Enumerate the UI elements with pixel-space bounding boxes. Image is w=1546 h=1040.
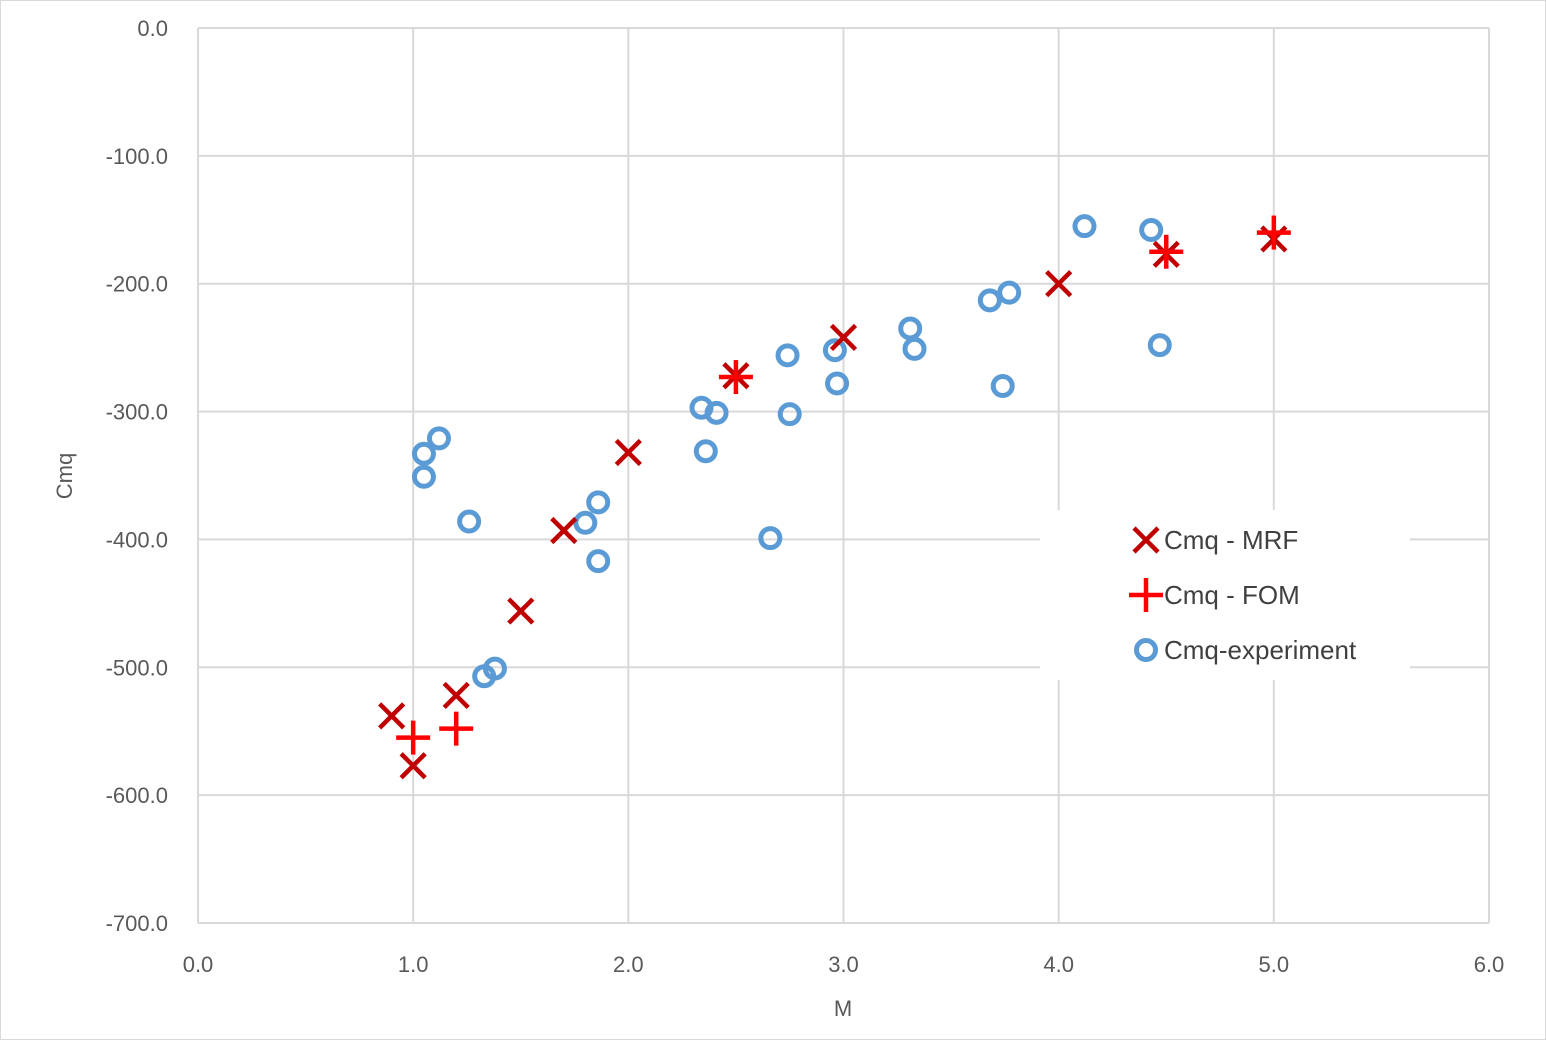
data-point: [586, 490, 611, 515]
data-point: [482, 656, 507, 681]
y-tick-label: -100.0: [106, 144, 168, 169]
y-tick-label: -300.0: [106, 400, 168, 425]
x-tick-label: 1.0: [398, 952, 429, 977]
data-points: [378, 214, 1291, 780]
y-tick-label: 0.0: [137, 16, 168, 41]
data-point: [758, 526, 783, 551]
data-point: [1045, 270, 1073, 298]
data-point: [573, 510, 598, 535]
legend-marker: [1134, 638, 1158, 662]
data-point: [1256, 215, 1291, 250]
data-point: [822, 338, 847, 363]
data-point: [977, 288, 1002, 313]
data-point: [457, 509, 482, 534]
data-point: [614, 438, 642, 467]
y-tick-label: -700.0: [106, 911, 168, 936]
data-point: [411, 464, 436, 489]
data-point: [829, 323, 858, 352]
data-point: [507, 597, 535, 625]
legend-label: Cmq - MRF: [1164, 525, 1298, 555]
data-point: [1147, 333, 1172, 358]
x-tick-label: 5.0: [1259, 952, 1290, 977]
x-axis-ticks: 0.0 1.0 2.0 3.0 4.0 5.0 6.0: [183, 952, 1505, 977]
data-point: [426, 426, 451, 451]
x-tick-label: 3.0: [828, 952, 859, 977]
data-point: [1139, 218, 1164, 243]
legend-background: [1040, 510, 1410, 680]
data-point: [775, 343, 800, 368]
data-point: [586, 549, 611, 574]
y-axis-ticks: 0.0 -100.0 -200.0 -300.0 -400.0 -500.0 -600.0 -…: [106, 16, 168, 936]
data-point: [399, 752, 427, 780]
x-axis-title: M: [834, 996, 852, 1021]
x-tick-label: 0.0: [183, 952, 214, 977]
data-point: [718, 360, 753, 395]
y-tick-label: -400.0: [106, 527, 168, 552]
legend: Cmq - MRF Cmq - FOM Cmq-experiment: [1040, 510, 1410, 680]
legend-marker: [1129, 578, 1163, 612]
data-point: [1149, 234, 1184, 269]
data-point: [1072, 214, 1097, 239]
gridlines: [197, 27, 1490, 924]
data-point: [902, 336, 927, 361]
data-point: [442, 681, 470, 710]
legend-label: Cmq-experiment: [1164, 635, 1357, 665]
y-tick-label: -500.0: [106, 655, 168, 680]
data-point: [898, 316, 923, 341]
y-tick-label: -200.0: [106, 272, 168, 297]
data-point: [396, 720, 431, 755]
data-point: [439, 711, 474, 746]
data-point: [411, 441, 436, 466]
data-point: [825, 371, 850, 396]
data-point: [997, 280, 1022, 305]
legend-marker: [1132, 526, 1160, 554]
data-point: [378, 702, 406, 730]
data-point: [777, 402, 802, 427]
legend-label: Cmq - FOM: [1164, 580, 1300, 610]
x-tick-label: 4.0: [1043, 952, 1074, 977]
x-tick-label: 6.0: [1474, 952, 1505, 977]
data-point: [693, 439, 718, 464]
data-point: [704, 400, 729, 425]
x-tick-label: 2.0: [613, 952, 644, 977]
data-point: [990, 374, 1015, 398]
y-axis-title: Cmq: [52, 453, 77, 499]
data-point: [550, 516, 578, 545]
y-tick-label: -600.0: [106, 783, 168, 808]
